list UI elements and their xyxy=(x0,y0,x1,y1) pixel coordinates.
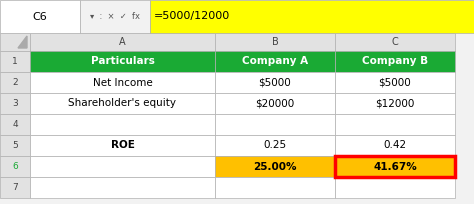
Bar xyxy=(335,156,455,177)
Text: Company A: Company A xyxy=(242,57,308,67)
Bar xyxy=(335,93,455,114)
Text: 3: 3 xyxy=(12,99,18,108)
Bar xyxy=(335,135,455,156)
Text: 2: 2 xyxy=(12,78,18,87)
Text: Particulars: Particulars xyxy=(91,57,155,67)
Bar xyxy=(0,93,30,114)
Bar xyxy=(0,156,30,177)
Bar xyxy=(215,156,335,177)
Bar xyxy=(30,72,215,93)
Bar xyxy=(335,72,455,93)
Text: 5: 5 xyxy=(12,141,18,150)
Bar xyxy=(335,33,455,51)
Bar xyxy=(30,177,215,198)
Bar xyxy=(215,93,335,114)
Bar xyxy=(0,0,80,33)
Text: $20000: $20000 xyxy=(255,99,295,109)
Text: 25.00%: 25.00% xyxy=(253,162,297,172)
Bar xyxy=(215,72,335,93)
Bar xyxy=(215,51,335,72)
Bar xyxy=(0,135,30,156)
Bar xyxy=(335,114,455,135)
Bar xyxy=(335,177,455,198)
Bar xyxy=(30,51,215,72)
Text: 4: 4 xyxy=(12,120,18,129)
Bar xyxy=(0,51,30,72)
Text: C: C xyxy=(392,37,398,47)
Bar xyxy=(0,33,30,51)
Bar xyxy=(0,177,30,198)
Text: ROE: ROE xyxy=(110,141,135,151)
Text: $5000: $5000 xyxy=(379,78,411,88)
Bar xyxy=(335,156,455,177)
Text: 7: 7 xyxy=(12,183,18,192)
Bar xyxy=(215,177,335,198)
Polygon shape xyxy=(18,36,27,48)
Text: ▾  :  ×  ✓  fx: ▾ : × ✓ fx xyxy=(90,12,140,21)
Bar xyxy=(30,156,215,177)
Text: C6: C6 xyxy=(33,11,47,21)
Text: $12000: $12000 xyxy=(375,99,415,109)
Bar xyxy=(30,114,215,135)
Text: Shareholder's equity: Shareholder's equity xyxy=(69,99,176,109)
Text: Company B: Company B xyxy=(362,57,428,67)
Text: 0.42: 0.42 xyxy=(383,141,407,151)
Bar xyxy=(150,0,474,33)
Text: $5000: $5000 xyxy=(259,78,292,88)
Bar xyxy=(80,0,150,33)
Bar xyxy=(215,33,335,51)
Bar xyxy=(30,93,215,114)
Text: 0.25: 0.25 xyxy=(264,141,287,151)
Bar xyxy=(335,51,455,72)
Bar xyxy=(215,114,335,135)
Bar xyxy=(30,33,215,51)
Text: Net Income: Net Income xyxy=(92,78,152,88)
Text: 1: 1 xyxy=(12,57,18,66)
Text: A: A xyxy=(119,37,126,47)
Bar xyxy=(30,135,215,156)
Bar xyxy=(215,135,335,156)
Bar xyxy=(0,72,30,93)
Text: B: B xyxy=(272,37,278,47)
Text: 41.67%: 41.67% xyxy=(373,162,417,172)
Bar xyxy=(0,114,30,135)
Text: =5000/12000: =5000/12000 xyxy=(154,11,230,21)
Text: 6: 6 xyxy=(12,162,18,171)
